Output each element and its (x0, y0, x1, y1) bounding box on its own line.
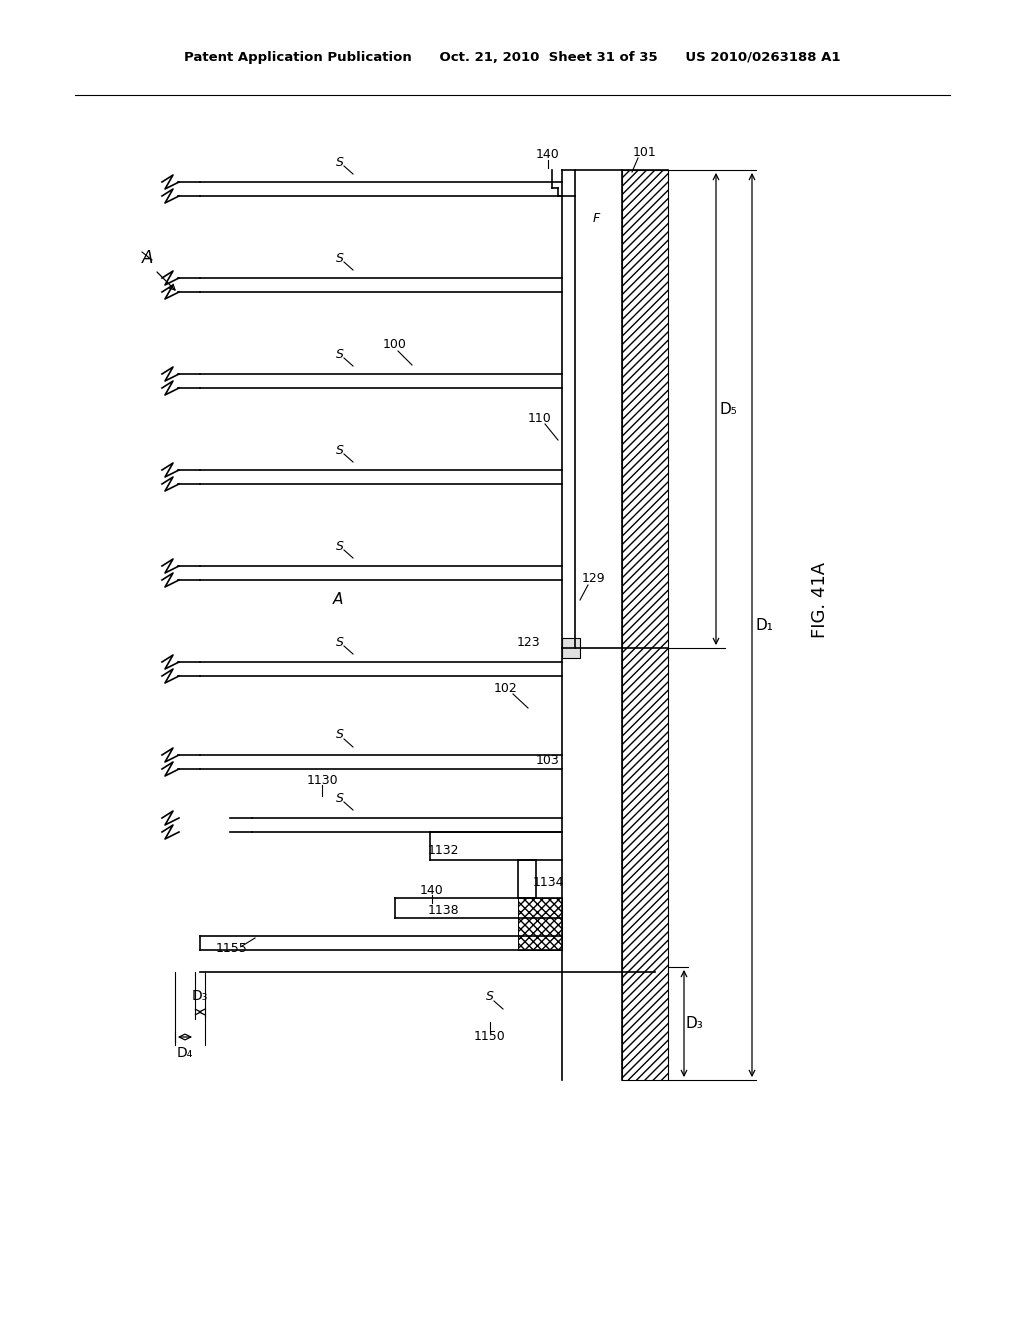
Text: 123: 123 (516, 635, 540, 648)
Text: S: S (336, 729, 344, 742)
Text: A: A (142, 249, 154, 267)
Text: D₅: D₅ (719, 401, 737, 417)
Text: S: S (336, 347, 344, 360)
Bar (622, 170, 668, 1080)
Text: 1150: 1150 (474, 1031, 506, 1044)
Text: 102: 102 (495, 681, 518, 694)
Text: 1155: 1155 (216, 941, 248, 954)
Text: 1134: 1134 (532, 875, 564, 888)
Text: 100: 100 (383, 338, 407, 351)
Text: S: S (336, 252, 344, 264)
Text: 1132: 1132 (427, 843, 459, 857)
Text: 1138: 1138 (427, 903, 459, 916)
Text: 1130: 1130 (306, 774, 338, 787)
Text: 110: 110 (528, 412, 552, 425)
Text: 140: 140 (420, 883, 443, 896)
Text: D₃: D₃ (685, 1016, 702, 1031)
Text: S: S (336, 444, 344, 457)
Text: 140: 140 (537, 149, 560, 161)
Text: S: S (336, 156, 344, 169)
Text: S: S (336, 792, 344, 804)
Text: 103: 103 (537, 754, 560, 767)
Text: 101: 101 (633, 145, 656, 158)
Text: D₁: D₁ (755, 618, 773, 632)
Text: S: S (336, 635, 344, 648)
Text: F: F (592, 211, 600, 224)
Text: A: A (333, 593, 343, 607)
Text: FIG. 41A: FIG. 41A (811, 562, 829, 638)
Text: S: S (336, 540, 344, 553)
Text: D₄: D₄ (177, 1045, 194, 1060)
Text: D₃: D₃ (191, 989, 208, 1003)
Bar (518, 898, 562, 950)
Bar (562, 638, 580, 657)
Text: 129: 129 (582, 572, 605, 585)
Text: Patent Application Publication      Oct. 21, 2010  Sheet 31 of 35      US 2010/0: Patent Application Publication Oct. 21, … (183, 51, 841, 65)
Text: S: S (486, 990, 494, 1003)
